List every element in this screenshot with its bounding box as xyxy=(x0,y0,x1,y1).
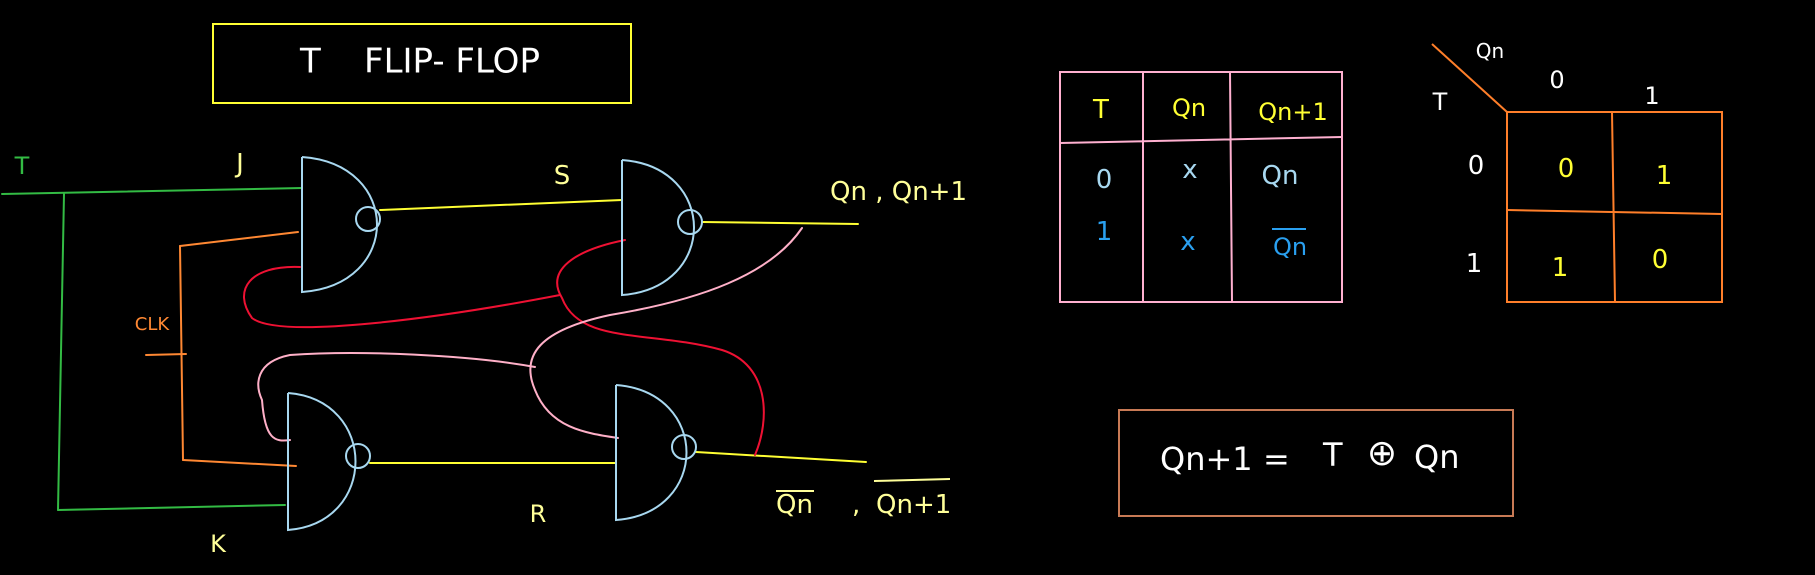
label-qbar-output: Qn , Qn+1 xyxy=(776,478,951,520)
wire-feedback-pink xyxy=(257,227,803,442)
label-k: K xyxy=(210,530,227,558)
label-qbar-sep: , xyxy=(852,490,860,520)
wire-q-out xyxy=(701,221,859,225)
tt-cell-r1-qn1: Qn xyxy=(1273,233,1307,261)
k-map: Qn T 0 1 0 1 0 1 1 0 xyxy=(1431,39,1723,303)
kmap-row-header-0: 0 xyxy=(1468,151,1485,181)
kmap-row-header-1: 1 xyxy=(1466,249,1483,279)
tt-cell-r0-t: 0 xyxy=(1096,165,1113,195)
wire-t-input xyxy=(1,187,303,195)
tt-header-qn: Qn xyxy=(1172,94,1206,122)
wire-clk-vertical xyxy=(179,245,184,461)
kmap-col-header-1: 1 xyxy=(1644,82,1659,110)
circuit: T J S CLK R K Qn , Qn+1 Qn , Qn+1 xyxy=(1,149,967,558)
label-clk: CLK xyxy=(135,314,171,335)
kmap-col-header-0: 0 xyxy=(1549,66,1564,94)
label-s: S xyxy=(554,161,571,191)
equation-lhs: Qn+1 xyxy=(1160,440,1253,478)
kmap-cell-10: 1 xyxy=(1552,253,1569,283)
kmap-cell-11: 0 xyxy=(1652,245,1669,275)
tt-header-t: T xyxy=(1092,95,1109,125)
truth-table: T Qn Qn+1 0 x Qn 1 x Qn xyxy=(1059,71,1343,303)
tt-cell-r1-qn: x xyxy=(1180,227,1195,257)
kmap-col-var: Qn xyxy=(1476,39,1504,63)
nand-gate-k xyxy=(287,392,371,532)
kmap-cell-00: 0 xyxy=(1558,154,1575,184)
title-text: T FLIP- FLOP xyxy=(299,42,540,82)
nand-gate-s xyxy=(621,159,703,297)
tt-header-qn1: Qn+1 xyxy=(1258,98,1327,126)
label-qbar-2: Qn+1 xyxy=(876,490,951,520)
label-q-output: Qn , Qn+1 xyxy=(830,177,967,207)
label-t-input: T xyxy=(14,152,30,180)
kmap-row-var: T xyxy=(1432,88,1448,116)
equation-t: T xyxy=(1322,436,1343,474)
kmap-cell-01: 1 xyxy=(1656,161,1673,191)
equation-box: Qn+1 = T ⊕ Qn xyxy=(1118,409,1514,517)
equation-xor-op: ⊕ xyxy=(1367,433,1397,474)
nand-gate-j xyxy=(301,156,381,294)
wire-t-to-k xyxy=(57,504,286,511)
wire-t-down xyxy=(57,193,65,511)
wire-feedback-red-1 xyxy=(243,265,561,329)
wire-clk-bottom xyxy=(182,459,297,467)
wire-feedback-red-2 xyxy=(556,239,765,456)
label-r: R xyxy=(530,500,547,528)
equation-equals: = xyxy=(1263,440,1290,478)
tt-cell-r1-t: 1 xyxy=(1096,217,1113,247)
label-j: J xyxy=(234,149,244,179)
wire-qbar-out xyxy=(695,451,867,463)
title-box: T FLIP- FLOP xyxy=(212,23,632,104)
label-qbar-1: Qn xyxy=(776,490,813,520)
nand-gate-r xyxy=(615,384,697,522)
wire-j-gate-out xyxy=(379,199,623,211)
tt-cell-r0-qn: x xyxy=(1182,155,1197,185)
tt-cell-r0-qn1: Qn xyxy=(1262,161,1299,191)
wire-clk-top xyxy=(179,231,299,247)
wire-clk-tick xyxy=(145,353,187,356)
equation-qn: Qn xyxy=(1414,438,1459,476)
